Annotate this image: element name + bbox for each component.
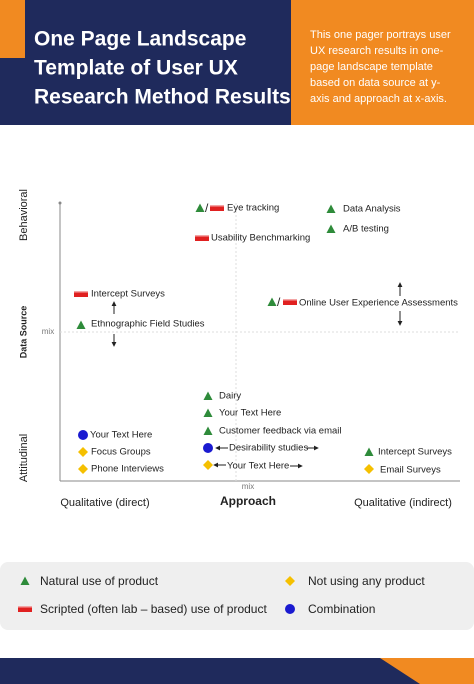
point-label: Dairy [219, 391, 241, 402]
point-label: Desirability studies [229, 443, 308, 454]
point-label: Customer feedback via email [219, 426, 342, 437]
icon [210, 205, 224, 211]
point-label: Online User Experience Assessments [299, 298, 458, 309]
y-title: Data Source [18, 306, 28, 359]
legend-label: Combination [308, 602, 375, 616]
point-label: Data Analysis [343, 204, 401, 215]
icon [203, 443, 213, 453]
icon [283, 299, 297, 305]
y-bottom-label: Attitudinal [18, 434, 30, 482]
title-line: Research Method Results [34, 86, 291, 109]
title-line: Template of User UX [34, 57, 238, 80]
icon [285, 604, 295, 614]
point-label: Usability Benchmarking [211, 233, 310, 244]
icon [18, 606, 32, 612]
x-mid-label: mix [242, 482, 254, 491]
header-accent [0, 0, 25, 58]
legend-box [0, 562, 474, 630]
header-box [291, 0, 474, 125]
description-line: based on data source at y- [310, 77, 441, 89]
description-line: page landscape template [310, 61, 433, 73]
y-top-label: Behavioral [18, 189, 30, 241]
point-label: A/B testing [343, 224, 389, 235]
point-label: Intercept Surveys [91, 289, 165, 300]
x-left-label: Qualitative (direct) [60, 497, 149, 509]
y-mid-label: mix [42, 327, 54, 336]
description-line: axis and approach at x-axis. [310, 93, 447, 105]
x-right-label: Qualitative (indirect) [354, 497, 452, 509]
point-label: Ethnographic Field Studies [91, 319, 205, 330]
point-label: Intercept Surveys [378, 447, 452, 458]
point-label: Focus Groups [91, 447, 151, 458]
icon [74, 291, 88, 297]
legend-label: Scripted (often lab – based) use of prod… [40, 602, 267, 616]
legend-label: Natural use of product [40, 574, 159, 588]
footer-accent [380, 658, 474, 684]
point-label: Your Text Here [219, 408, 281, 419]
icon: / [205, 201, 209, 215]
title-line: One Page Landscape [34, 28, 246, 51]
point-label: Your Text Here [227, 461, 289, 472]
axis-end [58, 201, 62, 205]
point-label: Email Surveys [380, 465, 441, 476]
point-label: Your Text Here [90, 430, 152, 441]
icon [78, 430, 88, 440]
icon: / [277, 295, 281, 309]
x-title: Approach [220, 494, 276, 508]
points: / Eye tracking Data Analysis A/B testing… [74, 201, 458, 476]
description-line: UX research results in one- [310, 45, 444, 57]
description-line: This one pager portrays user [310, 29, 451, 41]
point-label: Eye tracking [227, 203, 279, 214]
icon [195, 235, 209, 241]
point-label: Phone Interviews [91, 464, 164, 475]
legend-label: Not using any product [308, 574, 425, 588]
